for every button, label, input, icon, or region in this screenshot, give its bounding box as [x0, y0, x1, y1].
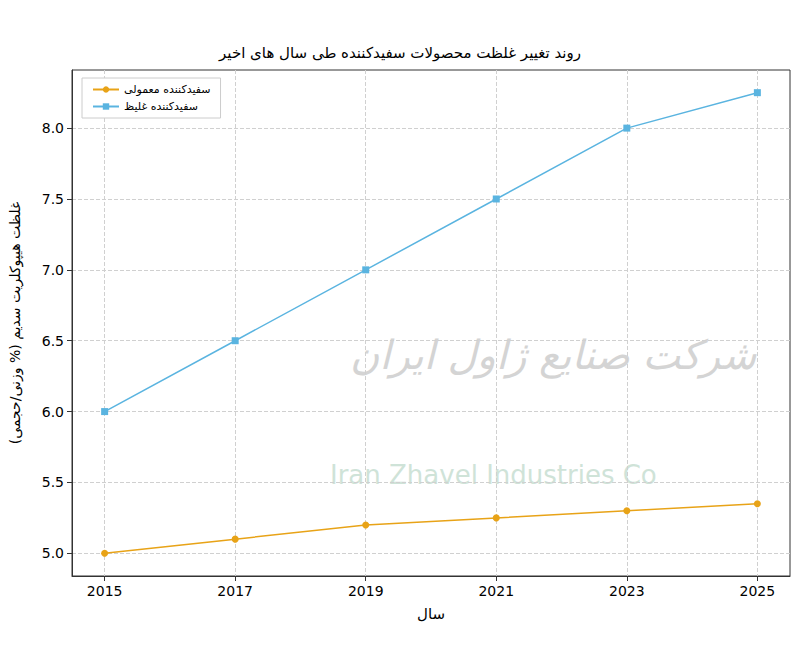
svg-text:6.5: 6.5	[42, 333, 64, 349]
svg-text:سفیدکننده معمولی: سفیدکننده معمولی	[124, 83, 211, 96]
svg-text:7.5: 7.5	[42, 191, 64, 207]
svg-text:2023: 2023	[609, 583, 645, 599]
svg-text:6.0: 6.0	[42, 404, 64, 420]
svg-text:روند تغییر غلظت محصولات سفیدکن: روند تغییر غلظت محصولات سفیدکننده طی سال…	[218, 44, 581, 62]
svg-text:2015: 2015	[87, 583, 123, 599]
svg-text:2021: 2021	[478, 583, 514, 599]
svg-text:2019: 2019	[348, 583, 384, 599]
svg-text:5.0: 5.0	[42, 545, 64, 561]
svg-text:غلظت هیپوکلریت سدیم (% وزنی/حج: غلظت هیپوکلریت سدیم (% وزنی/حجمی)	[7, 202, 24, 445]
svg-text:سال: سال	[417, 605, 445, 623]
svg-text:8.0: 8.0	[42, 120, 64, 136]
svg-text:Iran Zhavel Industries Co: Iran Zhavel Industries Co	[330, 460, 657, 490]
svg-text:2017: 2017	[217, 583, 253, 599]
svg-text:سفیدکننده غلیظ: سفیدکننده غلیظ	[124, 100, 198, 113]
svg-text:7.0: 7.0	[42, 262, 64, 278]
svg-text:5.5: 5.5	[42, 474, 64, 490]
svg-text:شرکت صنایع ژاول ایران: شرکت صنایع ژاول ایران	[350, 332, 757, 379]
svg-text:2025: 2025	[740, 583, 776, 599]
